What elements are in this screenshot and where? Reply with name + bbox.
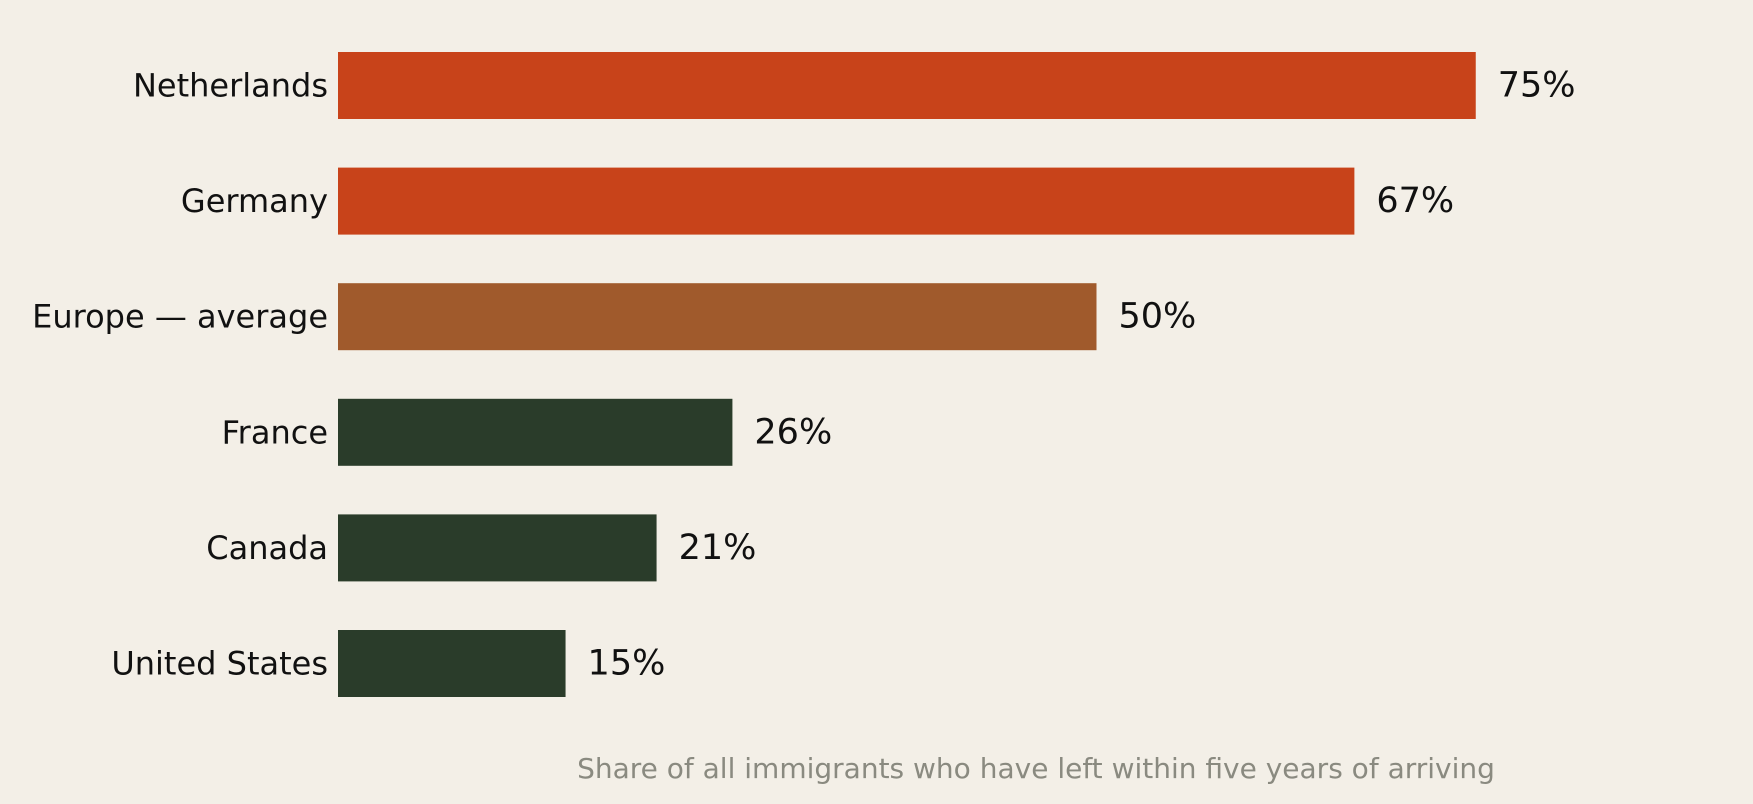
bar-3 [338, 398, 733, 466]
x-axis-caption: Share of all immigrants who have left wi… [577, 752, 1495, 785]
category-label-4: Canada [206, 529, 328, 567]
bar-2 [338, 283, 1097, 351]
value-label-0: 75% [1498, 66, 1576, 106]
value-label-1: 67% [1376, 181, 1454, 221]
category-label-1: Germany [181, 182, 328, 220]
bar-5 [338, 630, 566, 697]
category-label-3: France [222, 413, 328, 451]
category-label-0: Netherlands [133, 67, 328, 105]
bar-0 [338, 52, 1476, 119]
bars-group: Netherlands 75% Germany 67% Europe — average… [32, 52, 1576, 697]
category-label-2: Europe — average [32, 298, 328, 336]
value-label-3: 26% [754, 412, 832, 452]
value-label-2: 50% [1119, 297, 1197, 337]
value-label-4: 21% [679, 528, 757, 568]
bar-1 [338, 167, 1355, 235]
category-label-5: United States [111, 645, 328, 683]
bar-4 [338, 514, 657, 582]
value-label-5: 15% [588, 644, 666, 684]
